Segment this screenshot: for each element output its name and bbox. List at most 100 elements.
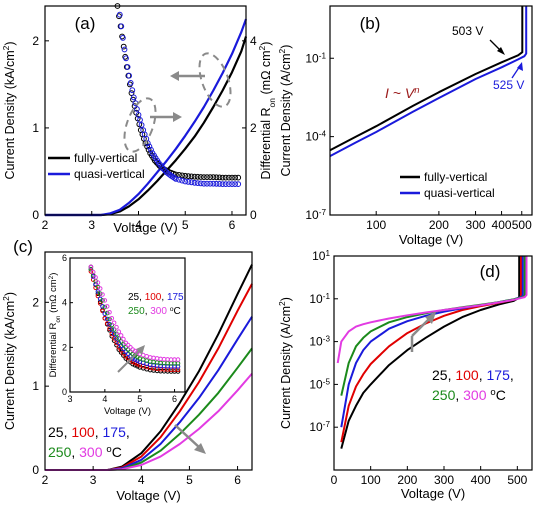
series-markers-fully-vertical	[188, 173, 195, 180]
label-part: Differential R	[48, 323, 59, 378]
series-markers-fully-vertical	[182, 172, 189, 179]
x-tick-label: 6	[229, 218, 236, 232]
plot-frame-a	[44, 5, 247, 216]
temp-legend-line2: 250, 300 oC	[48, 444, 122, 461]
series-line-25	[340, 256, 521, 449]
series-markers-fully-vertical	[185, 173, 192, 180]
label-part: )	[48, 273, 59, 276]
legend-label: quasi-vertical	[424, 186, 495, 200]
series-markers-quasi-vertical	[121, 46, 128, 53]
label-part: 10	[305, 51, 319, 65]
label-part: (mΩ cm	[48, 279, 59, 315]
inset-markers-25	[135, 364, 140, 369]
label-part: Current Density (kA/cm	[3, 50, 17, 179]
y-tick-label: 10-1	[305, 51, 326, 66]
inset-markers-175	[111, 331, 117, 337]
x-axis-label: Voltage (V)	[116, 488, 180, 503]
label-part: 10	[312, 249, 326, 263]
label-part: 175	[487, 367, 511, 383]
inset-markers-300	[88, 264, 94, 270]
label-part: ,	[184, 292, 187, 303]
inset-y-tick-label: 0	[62, 387, 67, 397]
label-part: 250	[128, 306, 145, 317]
series-markers-quasi-vertical	[129, 87, 136, 94]
series-line-fully-vertical	[329, 6, 524, 152]
label-part: 2	[1, 45, 11, 50]
series-markers-quasi-vertical	[124, 64, 131, 70]
series-markers-quasi-vertical	[138, 122, 145, 128]
label-part: 2	[1, 296, 11, 301]
temp-arrow	[174, 424, 201, 449]
legend-label: quasi-vertical	[74, 167, 145, 181]
label-part: C	[496, 387, 506, 403]
y-tick-label: 0	[32, 463, 39, 477]
inset-markers-250	[104, 310, 110, 316]
inset-markers-100	[109, 331, 115, 337]
inset-markers-300	[93, 275, 98, 280]
inset-markers-25	[130, 361, 135, 367]
x-tick-label: 100	[366, 218, 386, 232]
series-markers-quasi-vertical	[194, 180, 201, 187]
series-markers-fully-vertical	[191, 173, 198, 180]
label-part: ,	[510, 367, 514, 383]
inset-markers-300	[128, 345, 133, 350]
label-part: ,	[95, 424, 103, 440]
series-markers-quasi-vertical	[185, 179, 192, 185]
label-part: Current Density (kA/cm	[3, 301, 17, 430]
series-markers-quasi-vertical	[176, 176, 182, 183]
x-tick-label: 500	[507, 473, 527, 487]
series-markers-fully-vertical	[145, 146, 152, 153]
inset-arrow	[117, 349, 141, 373]
inset-y-tick-label: 2	[62, 342, 67, 352]
inset-markers-300	[97, 286, 103, 291]
series-markers-quasi-vertical	[213, 180, 220, 187]
series-markers-quasi-vertical	[201, 180, 207, 187]
label-part: on	[267, 98, 277, 108]
label-part: ,	[455, 387, 463, 403]
label-part: -1	[319, 51, 327, 60]
inset-markers-250	[90, 272, 96, 278]
legend-label: fully-vertical	[74, 151, 137, 165]
label-part: o	[490, 387, 495, 398]
y-tick-label: 10-7	[309, 420, 330, 435]
inset-arrow-head	[136, 345, 145, 355]
label-part: -4	[319, 129, 327, 138]
series-markers-fully-vertical	[197, 174, 204, 180]
breakdown-label-black: 503 V	[452, 24, 483, 38]
inset-markers-300	[118, 333, 124, 338]
label-part: )	[3, 292, 17, 296]
panel-label-a: (a)	[75, 14, 96, 33]
inset-markers-300	[95, 280, 101, 285]
temp-legend-line1: 25, 100, 175,	[48, 424, 130, 440]
label-part: )	[279, 297, 293, 301]
label-part: 300	[150, 306, 167, 317]
y-axis-label: Current Density (A/cm2)	[277, 45, 293, 177]
y2-tick-label: 2	[250, 121, 257, 135]
label-part: Current Density (A/cm	[279, 53, 293, 176]
inset-markers-25	[95, 291, 101, 297]
inset-markers-100	[100, 308, 105, 314]
series-markers-quasi-vertical	[216, 181, 223, 187]
label-part: 25	[432, 367, 448, 383]
series-markers-quasi-vertical	[135, 112, 142, 118]
dashed-ellipse	[123, 97, 157, 153]
label-part: o	[106, 444, 111, 455]
inset-markers-175	[102, 311, 108, 317]
series-markers-fully-vertical	[229, 174, 235, 181]
inset-markers-25	[116, 347, 122, 352]
x-tick-label: 500	[512, 218, 532, 232]
series-markers-quasi-vertical	[134, 106, 140, 112]
series-markers-fully-vertical	[235, 174, 242, 181]
inset-markers-250	[102, 304, 108, 310]
label-part: 250	[432, 387, 456, 403]
x-tick-label: 300	[434, 473, 454, 487]
series-markers-fully-vertical	[204, 174, 210, 181]
series-markers-quasi-vertical	[118, 23, 125, 30]
inset-markers-250	[97, 291, 103, 297]
series-line-quasi-vertical	[329, 6, 528, 157]
inset-markers-100	[111, 336, 117, 341]
legend-label: fully-vertical	[424, 170, 487, 184]
label-part: 175	[167, 292, 184, 303]
